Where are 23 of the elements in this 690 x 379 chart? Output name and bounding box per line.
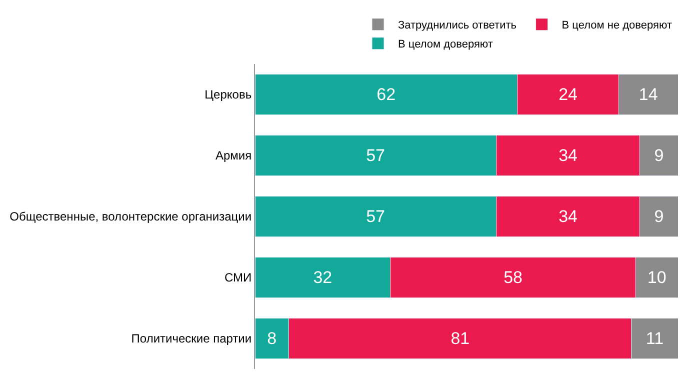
y-tick-label: Армия [215, 148, 252, 163]
data-label: 58 [504, 268, 522, 287]
legend-label: В целом доверяют [398, 38, 493, 51]
y-tick-label: Общественные, волонтерские организации [10, 210, 252, 224]
data-label: 57 [366, 146, 386, 165]
data-label: 34 [558, 146, 578, 165]
data-label: 10 [647, 268, 666, 287]
data-label: 24 [558, 85, 578, 104]
legend-label: В целом не доверяют [562, 20, 672, 32]
data-label: 9 [654, 207, 664, 226]
data-label: 62 [376, 85, 396, 104]
data-label: 81 [450, 329, 470, 348]
data-label: 57 [366, 207, 386, 226]
data-label: 9 [654, 146, 664, 165]
data-label: 8 [267, 329, 277, 348]
y-tick-label: Церковь [204, 88, 252, 102]
legend-label: Затруднились ответить [398, 20, 517, 32]
y-tick-label: Политические партии [131, 332, 252, 346]
data-label: 32 [313, 268, 332, 287]
data-label: 11 [646, 329, 664, 348]
data-label: 14 [638, 85, 658, 104]
data-label: 34 [558, 207, 578, 226]
y-tick-label: СМИ [224, 270, 252, 285]
